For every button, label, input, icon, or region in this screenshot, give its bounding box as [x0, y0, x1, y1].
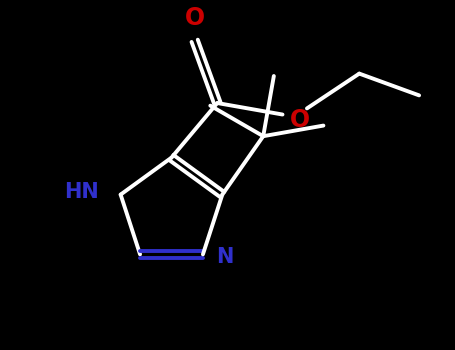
Text: N: N: [216, 247, 233, 267]
Text: O: O: [290, 107, 310, 132]
Text: O: O: [185, 6, 205, 30]
Text: HN: HN: [65, 182, 99, 202]
